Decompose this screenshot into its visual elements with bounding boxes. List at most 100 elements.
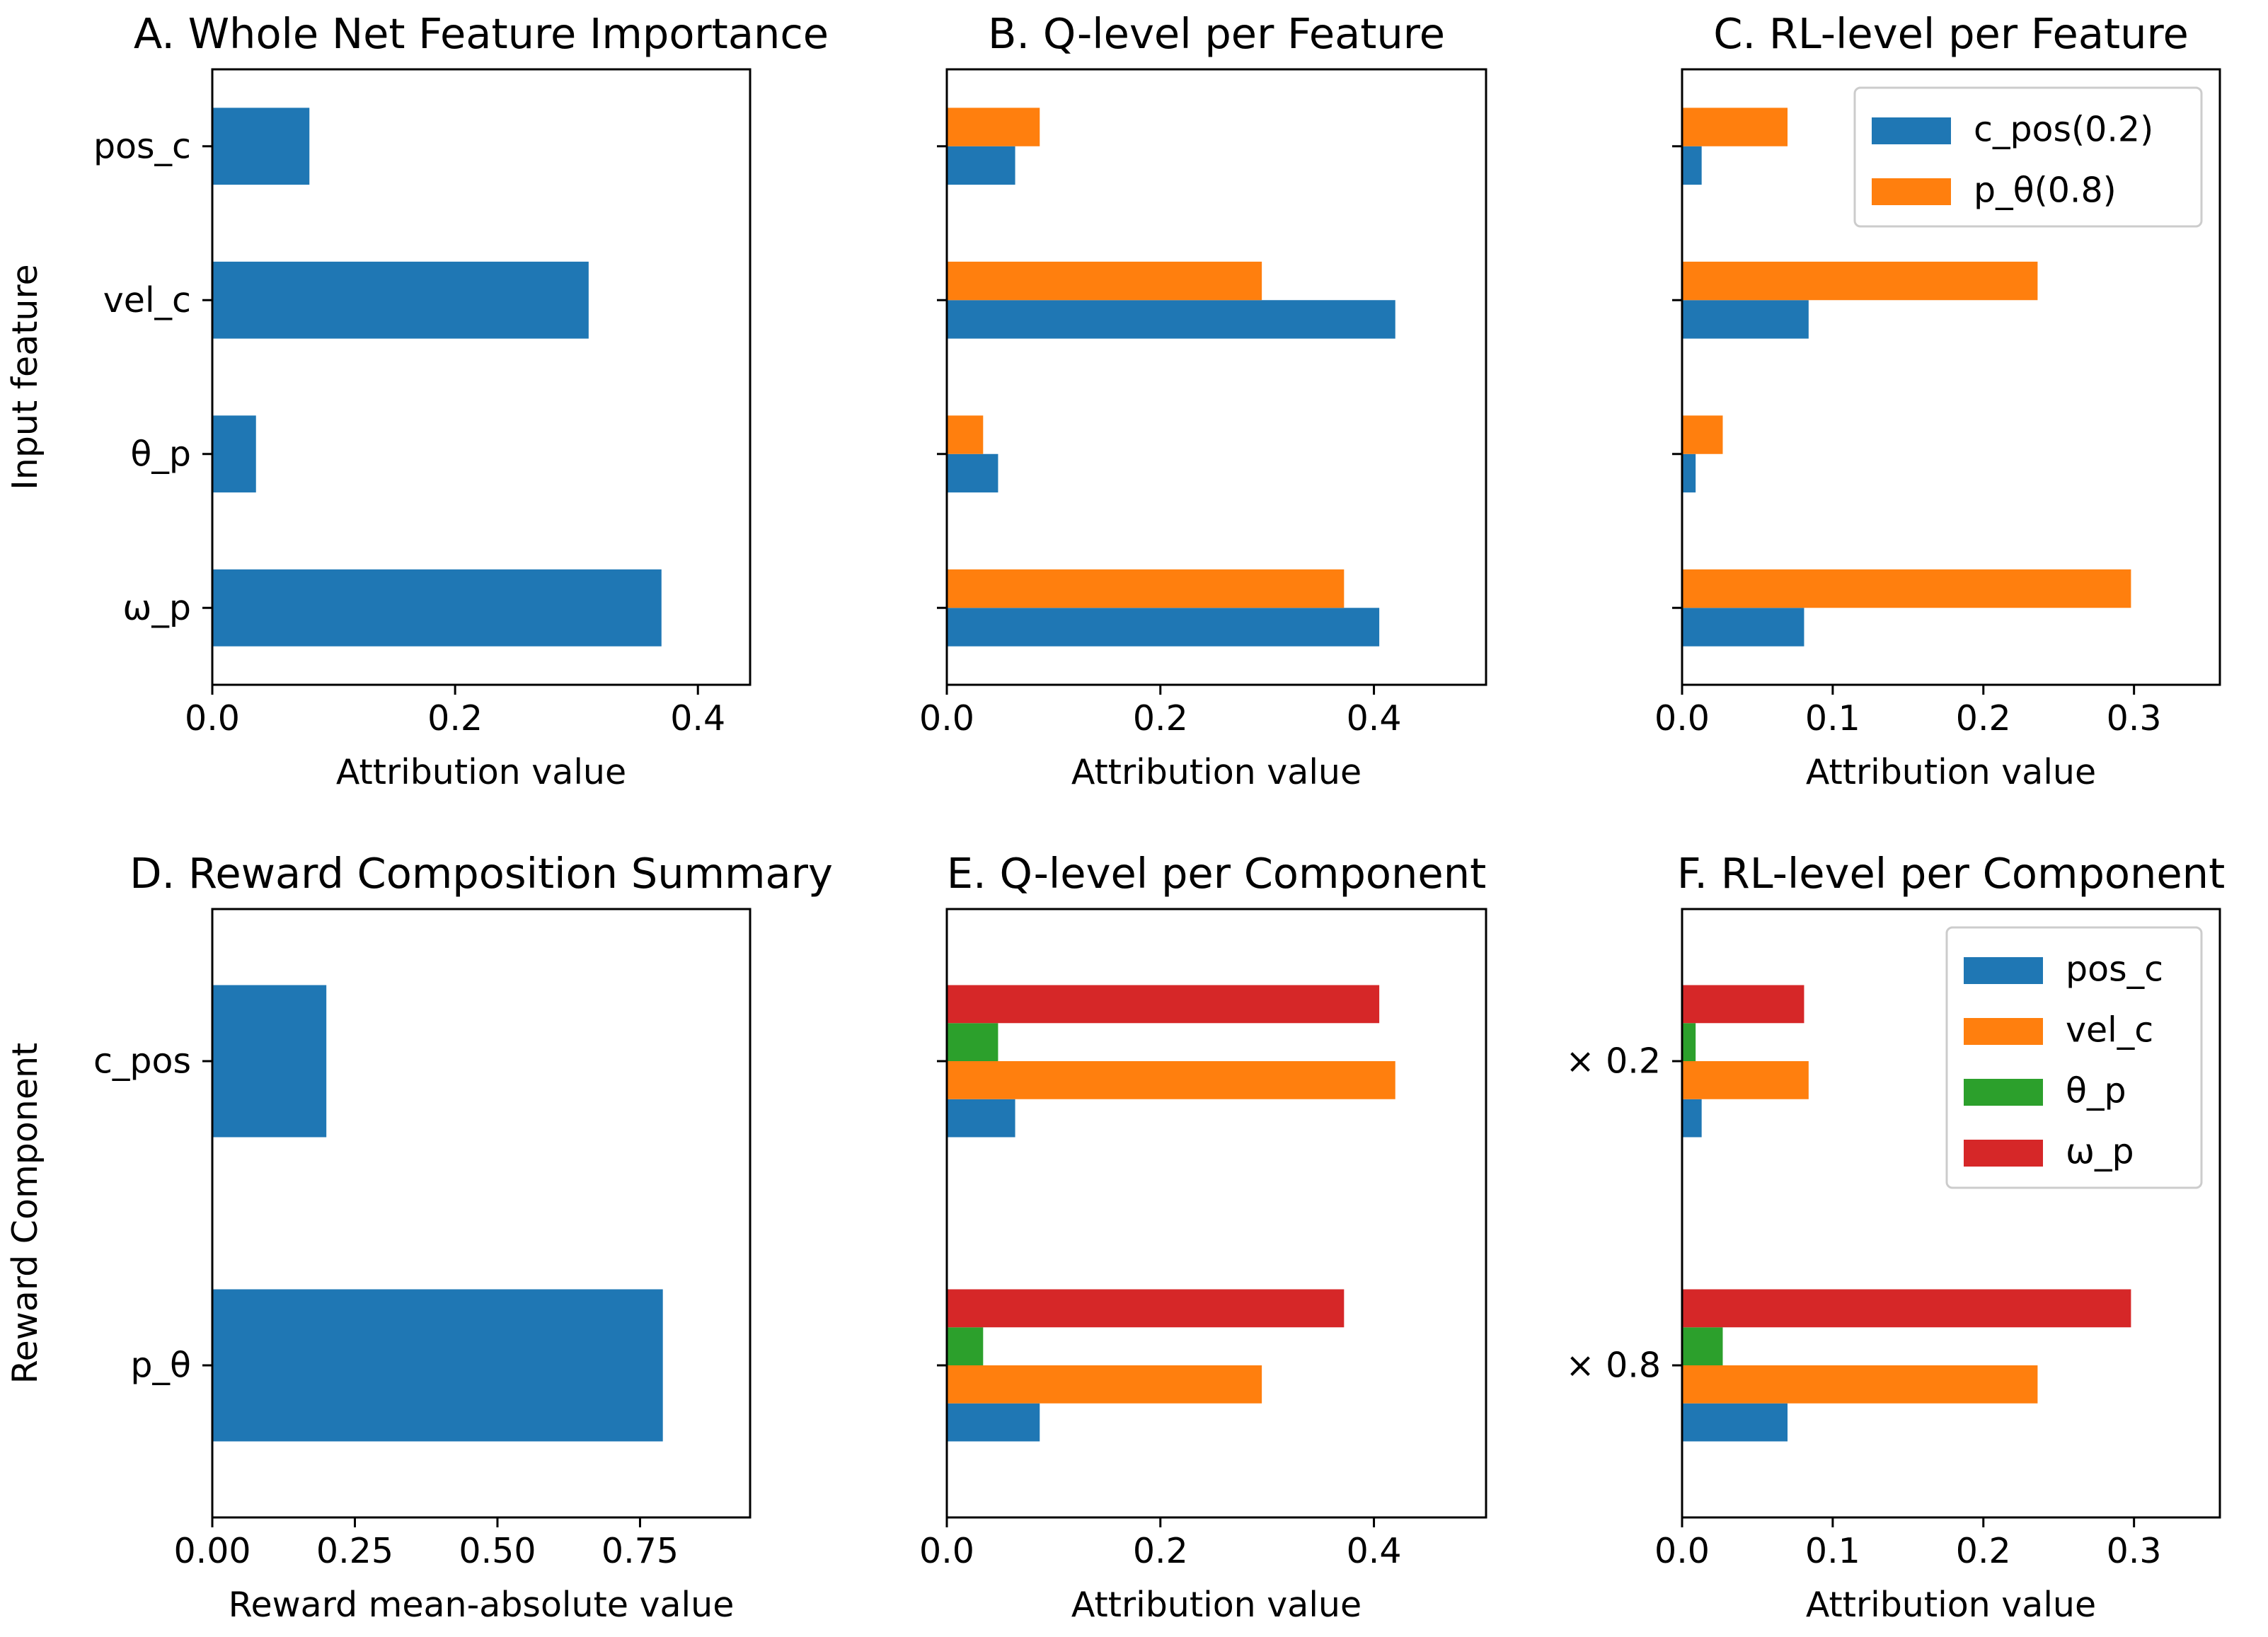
xtick-label: 0.2 xyxy=(1956,1531,2011,1571)
xtick-label: 0.2 xyxy=(1956,698,2011,739)
chart-title-e: E. Q-level per Component xyxy=(947,849,1487,898)
legend-c: c_pos(0.2) p_θ(0.8) xyxy=(1853,86,2203,228)
xtick-label: 0.3 xyxy=(2107,1531,2162,1571)
panel-c: 0.0 0.1 0.2 0.3 C. RL-level per Feature Attri… xyxy=(1654,9,2221,792)
bar-c-s0-c2 xyxy=(1682,453,1696,493)
legend-label: θ_p xyxy=(2066,1071,2126,1111)
xtick-label: 0.2 xyxy=(1133,1531,1188,1571)
legend-swatch xyxy=(1964,957,2043,984)
legend-label: ω_p xyxy=(2066,1132,2134,1172)
legend-swatch xyxy=(1964,1079,2043,1106)
xtick-label: 0.0 xyxy=(1654,1531,1710,1571)
bar-b-s0-c3 xyxy=(947,608,1380,647)
bar-c-s0-c1 xyxy=(1682,300,1809,339)
bar-e-s2-c0 xyxy=(947,1023,998,1061)
chart-title-b: B. Q-level per Feature xyxy=(988,9,1445,58)
xtick-label: 0.1 xyxy=(1805,1531,1860,1571)
panel-f: × 0.2 × 0.8 0.0 0.1 0.2 0.3 F. RL-level per Co… xyxy=(1565,849,2225,1625)
x-axis-label-b: Attribution value xyxy=(1071,752,1362,792)
bar-b-s1-c3 xyxy=(947,569,1345,608)
x-axis-label-f: Attribution value xyxy=(1806,1585,2096,1625)
xtick-label: 0.1 xyxy=(1805,698,1860,739)
chart-title-f: F. RL-level per Component xyxy=(1677,849,2225,898)
xtick-label: 0.3 xyxy=(2107,698,2162,739)
x-axis-label-e: Attribution value xyxy=(1071,1585,1362,1625)
bar-c-s1-c2 xyxy=(1682,415,1723,454)
bar-a-s0-c3 xyxy=(212,569,662,647)
x-axis-label-c: Attribution value xyxy=(1806,752,2096,792)
bar-a-s0-c1 xyxy=(212,261,589,339)
bar-c-s0-c0 xyxy=(1682,146,1702,185)
bar-f-s2-c1 xyxy=(1682,1327,1723,1365)
ytick-label: θ_p xyxy=(130,434,191,474)
bar-e-s1-c0 xyxy=(947,1061,1395,1099)
bar-e-s0-c0 xyxy=(947,1099,1015,1138)
legend-swatch xyxy=(1964,1018,2043,1045)
legend-label: pos_c xyxy=(2066,949,2163,990)
bar-d-s0-c0 xyxy=(212,985,327,1138)
ytick-label: p_θ xyxy=(130,1346,191,1386)
panel-e: 0.0 0.2 0.4 E. Q-level per Component Attribu… xyxy=(919,849,1487,1625)
ytick-label: c_pos xyxy=(93,1041,191,1082)
legend-f: pos_c vel_c θ_p ω_p xyxy=(1945,926,2203,1189)
bar-c-s1-c0 xyxy=(1682,108,1788,146)
xtick-label: 0.4 xyxy=(1347,698,1402,739)
legend-frame xyxy=(1945,926,2203,1189)
ytick-label: ω_p xyxy=(122,588,191,628)
axes-frame-a xyxy=(211,68,752,686)
bar-c-s1-c3 xyxy=(1682,569,2131,608)
chart-title-c: C. RL-level per Feature xyxy=(1713,9,2189,58)
x-axis-label-d: Reward mean-absolute value xyxy=(229,1585,735,1625)
bar-f-s0-c1 xyxy=(1682,1403,1788,1442)
ytick-label: vel_c xyxy=(103,280,191,320)
bar-e-s3-c0 xyxy=(947,985,1380,1024)
axes-frame-d xyxy=(211,908,752,1519)
ytick-label: pos_c xyxy=(93,126,191,166)
bar-f-s1-c0 xyxy=(1682,1061,1809,1099)
chart-title-d: D. Reward Composition Summary xyxy=(129,849,833,898)
xtick-label: 0.75 xyxy=(601,1531,679,1571)
axes-frame-b xyxy=(945,68,1487,686)
bar-b-s1-c2 xyxy=(947,415,984,454)
bar-f-s2-c0 xyxy=(1682,1023,1696,1061)
bar-c-s0-c3 xyxy=(1682,608,1804,647)
bar-b-s0-c2 xyxy=(947,453,998,493)
bar-f-s3-c1 xyxy=(1682,1289,2131,1328)
bar-b-s1-c1 xyxy=(947,261,1262,301)
y-axis-label-a: Input feature xyxy=(5,264,45,490)
chart-title-a: A. Whole Net Feature Importance xyxy=(134,9,829,58)
bar-b-s0-c0 xyxy=(947,146,1015,185)
legend-label: p_θ(0.8) xyxy=(1974,170,2117,211)
xtick-label: 0.50 xyxy=(459,1531,536,1571)
bar-f-s1-c1 xyxy=(1682,1365,2038,1404)
legend-swatch xyxy=(1964,1140,2043,1167)
legend-label: vel_c xyxy=(2066,1010,2153,1051)
panel-a: pos_c vel_c θ_p ω_p 0.0 0.2 0.4 A. Whole Net Fe… xyxy=(5,9,829,792)
x-axis-label-a: Attribution value xyxy=(336,752,626,792)
xtick-label: 0.4 xyxy=(670,698,725,739)
xtick-label: 0.0 xyxy=(919,698,974,739)
ytick-label: × 0.2 xyxy=(1565,1041,1661,1082)
legend-label: c_pos(0.2) xyxy=(1974,110,2153,150)
xtick-label: 0.2 xyxy=(427,698,483,739)
bar-e-s0-c1 xyxy=(947,1403,1040,1442)
xtick-label: 0.0 xyxy=(919,1531,974,1571)
panel-b: 0.0 0.2 0.4 B. Q-level per Feature Attributi… xyxy=(919,9,1487,792)
legend-swatch xyxy=(1872,117,1951,144)
bar-b-s0-c1 xyxy=(947,300,1395,339)
legend-swatch xyxy=(1872,178,1951,205)
xtick-label: 0.4 xyxy=(1347,1531,1402,1571)
bar-a-s0-c0 xyxy=(212,108,310,185)
panel-d: c_pos p_θ 0.00 0.25 0.50 0.75 D. Reward Compos… xyxy=(5,849,833,1625)
bar-f-s0-c0 xyxy=(1682,1099,1702,1138)
y-axis-label-d: Reward Component xyxy=(5,1043,45,1384)
bar-b-s1-c0 xyxy=(947,108,1040,146)
axes-frame-c xyxy=(1681,68,2221,686)
bar-e-s3-c1 xyxy=(947,1289,1345,1328)
axes-frame-f xyxy=(1681,908,2221,1519)
bar-e-s2-c1 xyxy=(947,1327,984,1365)
xtick-label: 0.25 xyxy=(316,1531,393,1571)
bar-d-s0-c1 xyxy=(212,1289,663,1442)
bar-e-s1-c1 xyxy=(947,1365,1262,1404)
